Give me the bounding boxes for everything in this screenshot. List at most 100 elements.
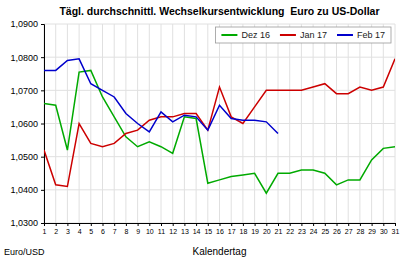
y-axis: 1,03001,04001,05001,06001,07001,08001,09… [10, 19, 44, 228]
y-tick-label: 1,0700 [10, 86, 38, 96]
y-tick-mark [41, 124, 44, 125]
x-tick: 14 [193, 223, 201, 235]
x-tick: 1 [43, 223, 47, 235]
x-tick-mark [301, 223, 302, 226]
x-tick: 25 [321, 223, 329, 235]
grid-line-x [395, 24, 396, 223]
x-tick-mark [313, 223, 314, 226]
x-tick-mark [395, 223, 396, 226]
grid-line-x [67, 24, 68, 223]
grid-line-x [254, 24, 255, 223]
x-tick: 19 [251, 223, 259, 235]
x-tick: 20 [263, 223, 271, 235]
x-tick-mark [79, 223, 80, 226]
x-tick: 22 [286, 223, 294, 235]
x-tick: 30 [380, 223, 388, 235]
y-tick-mark [41, 223, 44, 224]
x-tick-label: 18 [240, 228, 248, 235]
x-tick-label: 12 [169, 228, 177, 235]
x-tick-label: 23 [298, 228, 306, 235]
x-tick-label: 15 [204, 228, 212, 235]
grid-line-x [184, 24, 185, 223]
lines [44, 59, 395, 193]
x-tick: 3 [66, 223, 70, 235]
legend-swatch [337, 34, 353, 36]
grid-line-x [125, 24, 126, 223]
legend-item: Feb 17 [337, 30, 385, 40]
grid-line-x [172, 24, 173, 223]
y-tick-mark [41, 57, 44, 58]
grid-line-x [289, 24, 290, 223]
y-tick-label: 1,0300 [10, 218, 38, 228]
x-tick-mark [196, 223, 197, 226]
x-tick-mark [56, 223, 57, 226]
x-tick-mark [149, 223, 150, 226]
y-tick-label: 1,0400 [10, 185, 38, 195]
x-tick: 6 [101, 223, 105, 235]
legend-label: Feb 17 [357, 30, 385, 40]
x-tick-mark [372, 223, 373, 226]
y-tick: 1,0500 [10, 152, 44, 162]
x-tick-mark [173, 223, 174, 226]
y-tick: 1,0400 [10, 185, 44, 195]
x-tick-mark [67, 223, 68, 226]
x-tick-mark [325, 223, 326, 226]
grid-line-x [324, 24, 325, 223]
x-tick-mark [243, 223, 244, 226]
legend-swatch [280, 34, 296, 36]
x-tick-mark [337, 223, 338, 226]
grid-line-x [207, 24, 208, 223]
legend-label: Dez 16 [241, 30, 270, 40]
y-tick-label: 1,0500 [10, 152, 38, 162]
x-tick-label: 22 [286, 228, 294, 235]
x-tick-label: 19 [251, 228, 259, 235]
x-tick: 24 [310, 223, 318, 235]
y-tick: 1,0900 [10, 19, 44, 29]
x-tick-mark [91, 223, 92, 226]
x-tick-label: 4 [78, 228, 82, 235]
legend-label: Jan 17 [300, 30, 327, 40]
x-tick-label: 16 [216, 228, 224, 235]
x-tick: 5 [89, 223, 93, 235]
x-tick: 4 [78, 223, 82, 235]
x-tick-label: 26 [333, 228, 341, 235]
grid-line-x [55, 24, 56, 223]
x-tick: 18 [240, 223, 248, 235]
x-tick-mark [290, 223, 291, 226]
y-tick-mark [41, 90, 44, 91]
x-tick: 17 [228, 223, 236, 235]
y-tick-mark [41, 24, 44, 25]
x-tick-mark [360, 223, 361, 226]
x-tick: 31 [392, 223, 400, 235]
series-line [44, 59, 278, 134]
x-tick-label: 8 [124, 228, 128, 235]
y-tick-label: 1,0900 [10, 19, 38, 29]
x-tick: 8 [124, 223, 128, 235]
grid-line-x [278, 24, 279, 223]
x-tick-label: 11 [158, 228, 165, 235]
x-tick-mark [161, 223, 162, 226]
x-tick-mark [208, 223, 209, 226]
x-axis: 1234567891011121314151617181920212223242… [43, 223, 400, 235]
grid-line-x [161, 24, 162, 223]
x-tick-mark [348, 223, 349, 226]
x-tick-label: 6 [101, 228, 105, 235]
grid-line-x [301, 24, 302, 223]
x-tick-label: 29 [368, 228, 376, 235]
grid [44, 24, 395, 223]
x-tick: 13 [181, 223, 189, 235]
x-tick-label: 7 [113, 228, 117, 235]
x-tick-mark [255, 223, 256, 226]
grid-line-x [231, 24, 232, 223]
grid-line-x [313, 24, 314, 223]
x-tick-label: 2 [54, 228, 58, 235]
x-tick-mark [231, 223, 232, 226]
y-tick-label: 1,0800 [10, 53, 38, 63]
legend: Dez 16 Jan 17 Feb 17 [215, 27, 391, 43]
legend-swatch [221, 34, 237, 36]
grid-line-x [348, 24, 349, 223]
x-tick: 2 [54, 223, 58, 235]
x-tick-mark [114, 223, 115, 226]
x-tick-mark [278, 223, 279, 226]
x-tick-mark [184, 223, 185, 226]
